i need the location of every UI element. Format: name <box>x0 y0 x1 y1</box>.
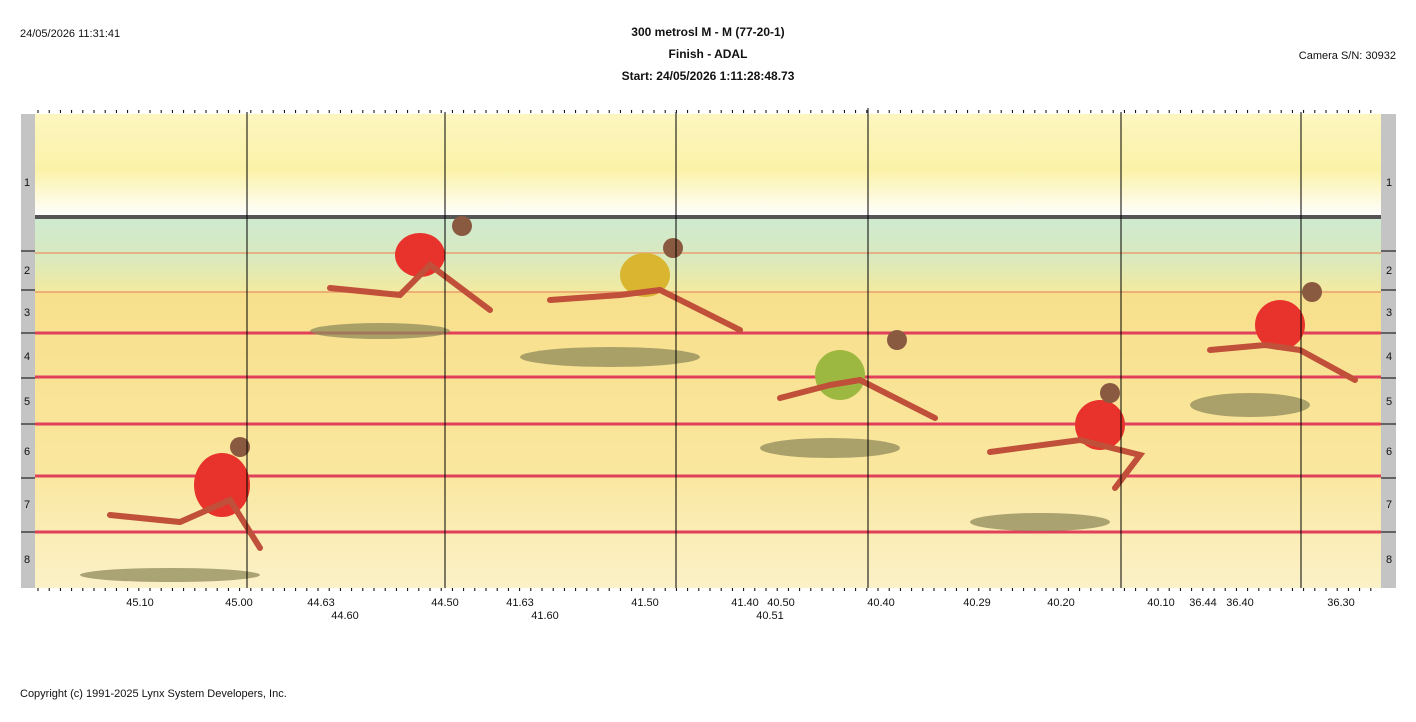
time-label: 40.51 <box>756 610 784 622</box>
time-label: 45.10 <box>126 597 154 609</box>
lane-label: 6 <box>24 446 30 458</box>
shadows <box>80 323 1310 582</box>
copyright: Copyright (c) 1991-2025 Lynx System Deve… <box>20 688 287 700</box>
time-label: 40.20 <box>1047 597 1075 609</box>
race-title: 300 metrosl M - M (77-20-1) <box>631 25 784 39</box>
time-lines <box>246 108 1302 588</box>
lane-label: 7 <box>1386 499 1392 511</box>
lane-label: 5 <box>24 396 30 408</box>
curb <box>35 215 1381 219</box>
lane-label: 4 <box>1386 351 1392 363</box>
left-bar <box>21 114 35 588</box>
time-label: 44.63 <box>307 597 335 609</box>
time-label: 40.40 <box>867 597 895 609</box>
lane-label: 3 <box>1386 307 1392 319</box>
lane-label: 4 <box>24 351 30 363</box>
right-bar <box>1381 114 1396 588</box>
runners <box>107 216 1358 551</box>
lane-label: 8 <box>1386 554 1392 566</box>
stands <box>35 114 1381 216</box>
lane-label: 5 <box>1386 396 1392 408</box>
time-label: 40.29 <box>963 597 991 609</box>
scale-dots <box>37 110 1372 591</box>
time-label: 41.60 <box>531 610 559 622</box>
lane-label: 7 <box>24 499 30 511</box>
camera-serial: Camera S/N: 30932 <box>1299 50 1396 62</box>
time-label: 40.50 <box>767 597 795 609</box>
race-subtitle: Finish - ADAL <box>669 47 748 61</box>
time-label: 40.10 <box>1147 597 1175 609</box>
infield <box>35 219 1381 291</box>
time-label: 36.30 <box>1327 597 1355 609</box>
lane-boundary-ticks <box>21 250 1396 533</box>
lane-label: 1 <box>24 177 30 189</box>
time-label: 44.50 <box>431 597 459 609</box>
track <box>35 291 1381 588</box>
lane-label: 8 <box>24 554 30 566</box>
start-time: Start: 24/05/2026 1:11:28:48.73 <box>622 69 795 83</box>
lane-label: 2 <box>1386 265 1392 277</box>
time-label: 36.40 <box>1226 597 1254 609</box>
time-label: 41.50 <box>631 597 659 609</box>
lane-lines-faint <box>35 252 1381 293</box>
time-label: 44.60 <box>331 610 359 622</box>
time-label: 41.63 <box>506 597 534 609</box>
lane-label: 1 <box>1386 177 1392 189</box>
lane-label: 2 <box>24 265 30 277</box>
time-label: 41.40 <box>731 597 759 609</box>
lane-label: 6 <box>1386 446 1392 458</box>
time-label: 36.44 <box>1189 597 1217 609</box>
lane-label: 3 <box>24 307 30 319</box>
finish-image <box>21 108 1396 588</box>
time-label: 45.00 <box>225 597 253 609</box>
print-datetime: 24/05/2026 11:31:41 <box>20 28 120 40</box>
lane-lines <box>35 331 1381 534</box>
